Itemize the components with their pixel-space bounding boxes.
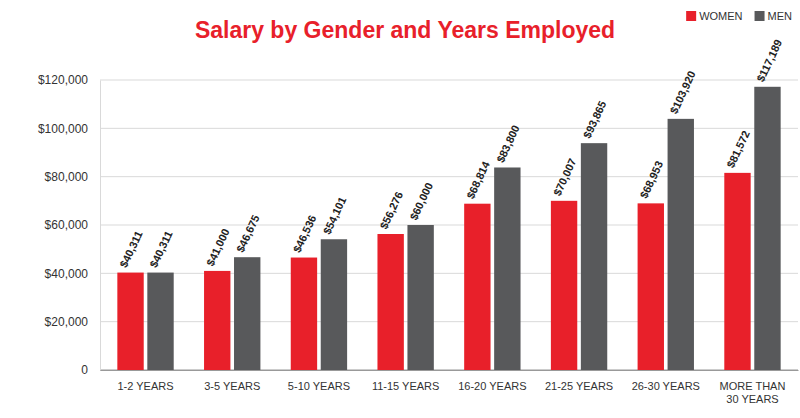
- x-tick-label: 21-25 YEARS: [545, 380, 613, 392]
- y-axis-line: [100, 81, 101, 371]
- bar: [754, 87, 780, 370]
- bar: [464, 204, 490, 370]
- bar: [494, 167, 520, 370]
- data-label: $54,101: [321, 195, 349, 236]
- legend: WOMEN MEN: [686, 10, 792, 22]
- legend-swatch: [755, 11, 765, 21]
- y-tick: $60,000: [45, 218, 100, 232]
- y-tick: $80,000: [45, 170, 100, 184]
- bar: [291, 258, 317, 370]
- x-tick: MORE THAN30 YEARS: [720, 370, 786, 405]
- y-tick-label: 0: [81, 363, 88, 377]
- y-tick: $40,000: [45, 267, 100, 281]
- data-labels: $40,311 $41,000 $46,536 $56,276 $68,814 $70,0…: [117, 38, 784, 270]
- y-tick-label: $40,000: [45, 267, 89, 281]
- bar: [638, 203, 664, 370]
- bar: [117, 273, 143, 370]
- chart: Salary by Gender and Years Employed 0 $20,…: [0, 0, 800, 418]
- title: Salary by Gender and Years Employed: [195, 17, 615, 43]
- data-label: $60,000: [407, 181, 435, 222]
- x-axis: 1-2 YEARS 3-5 YEARS 5-10 YEARS 11-15 YEARS 1…: [101, 370, 799, 405]
- data-label: $46,675: [234, 213, 262, 254]
- y-tick: $100,000: [38, 122, 100, 136]
- data-label: $46,536: [291, 213, 319, 254]
- y-tick-label: $20,000: [45, 315, 89, 329]
- grid: [100, 80, 798, 370]
- legend-item: WOMEN: [686, 10, 742, 22]
- data-label: $56,276: [377, 190, 405, 231]
- bar: [204, 271, 230, 370]
- y-axis: 0 $20,000 $40,000 $60,000 $80,000 $100,000 $12…: [38, 73, 101, 377]
- bar: [234, 257, 260, 370]
- y-tick-label: $80,000: [45, 170, 89, 184]
- data-label: $40,311: [147, 229, 174, 270]
- data-label: $41,000: [204, 227, 232, 268]
- bar: [581, 143, 607, 370]
- bar: [551, 201, 577, 370]
- y-tick: $120,000: [38, 73, 100, 87]
- x-tick-label: MORE THAN30 YEARS: [720, 380, 786, 405]
- data-label: $103,920: [668, 69, 698, 116]
- legend-swatch: [686, 11, 696, 21]
- x-tick: 3-5 YEARS: [204, 370, 260, 392]
- x-tick: 16-20 YEARS: [458, 370, 526, 392]
- x-tick-label: 26-30 YEARS: [632, 380, 700, 392]
- data-label: $40,311: [117, 229, 144, 270]
- data-label: $68,814: [464, 159, 492, 201]
- data-label: $93,865: [581, 99, 609, 140]
- bar: [321, 239, 347, 370]
- data-label: $83,800: [494, 123, 522, 164]
- data-label: $70,007: [551, 157, 579, 198]
- x-tick: 11-15 YEARS: [372, 370, 439, 392]
- x-tick: 26-30 YEARS: [632, 370, 700, 392]
- legend-label: MEN: [768, 10, 793, 22]
- x-tick: 21-25 YEARS: [545, 370, 613, 392]
- x-tick: 1-2 YEARS: [117, 370, 173, 392]
- y-tick: 0: [81, 363, 100, 377]
- bar: [147, 273, 173, 370]
- legend-item: MEN: [755, 10, 793, 22]
- x-tick-label: 1-2 YEARS: [117, 380, 173, 392]
- x-tick-label: 16-20 YEARS: [458, 380, 526, 392]
- legend-label: WOMEN: [699, 10, 742, 22]
- y-tick-label: $60,000: [45, 218, 89, 232]
- data-label: $81,572: [724, 129, 752, 170]
- x-tick-label: 5-10 YEARS: [288, 380, 350, 392]
- bar: [724, 173, 750, 370]
- y-tick-label: $120,000: [38, 73, 88, 87]
- bar: [407, 225, 433, 370]
- x-tick-label: 3-5 YEARS: [204, 380, 260, 392]
- y-tick-label: $100,000: [38, 122, 88, 136]
- bar: [668, 119, 694, 370]
- y-tick: $20,000: [45, 315, 100, 329]
- bars: [117, 87, 780, 370]
- x-tick-label: 11-15 YEARS: [372, 380, 439, 392]
- data-label: $68,953: [638, 159, 666, 200]
- bar: [377, 234, 403, 370]
- data-label: $117,189: [754, 38, 784, 84]
- x-axis-line: [101, 370, 799, 371]
- x-tick: 5-10 YEARS: [288, 370, 350, 392]
